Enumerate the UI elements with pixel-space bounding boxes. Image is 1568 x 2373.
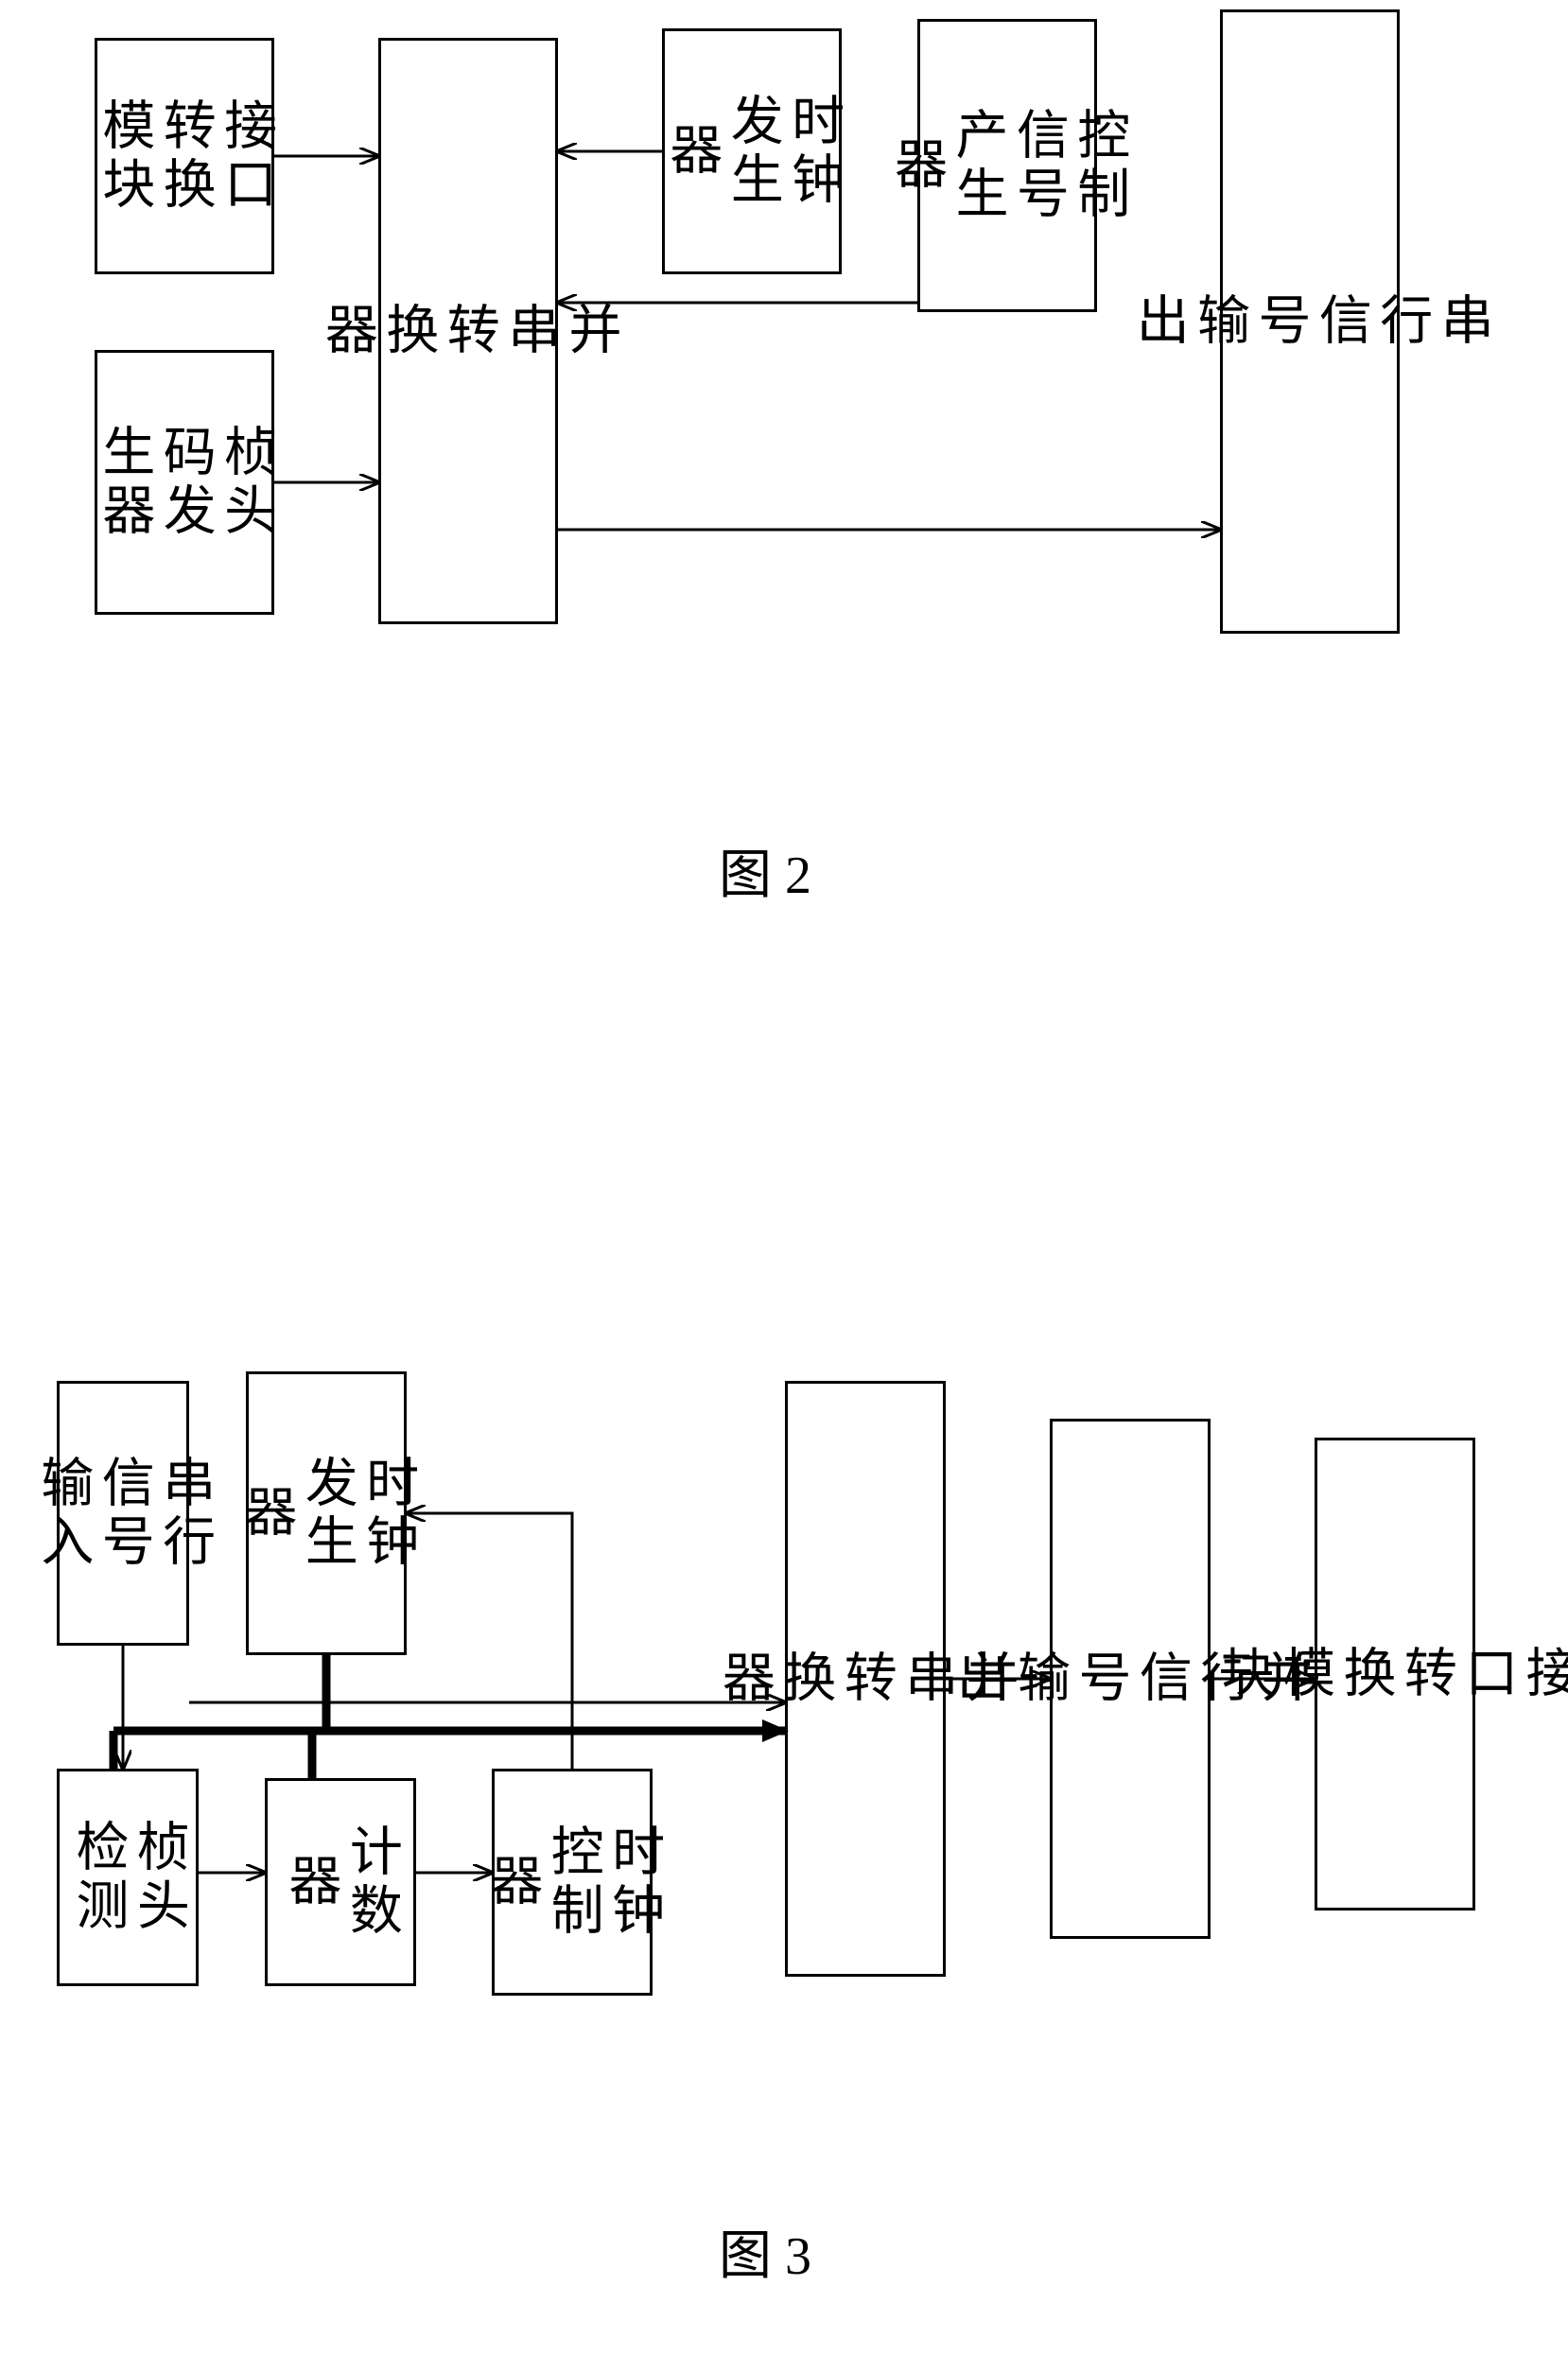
- canvas: 接口 转换 模块 桢头 码发 生器 并 串 转 换 器 时钟 发生 器 控制 信…: [0, 0, 1568, 2373]
- fig3-caption: 图 3: [719, 2213, 811, 2290]
- fig3-lines-svg: [0, 0, 1568, 2373]
